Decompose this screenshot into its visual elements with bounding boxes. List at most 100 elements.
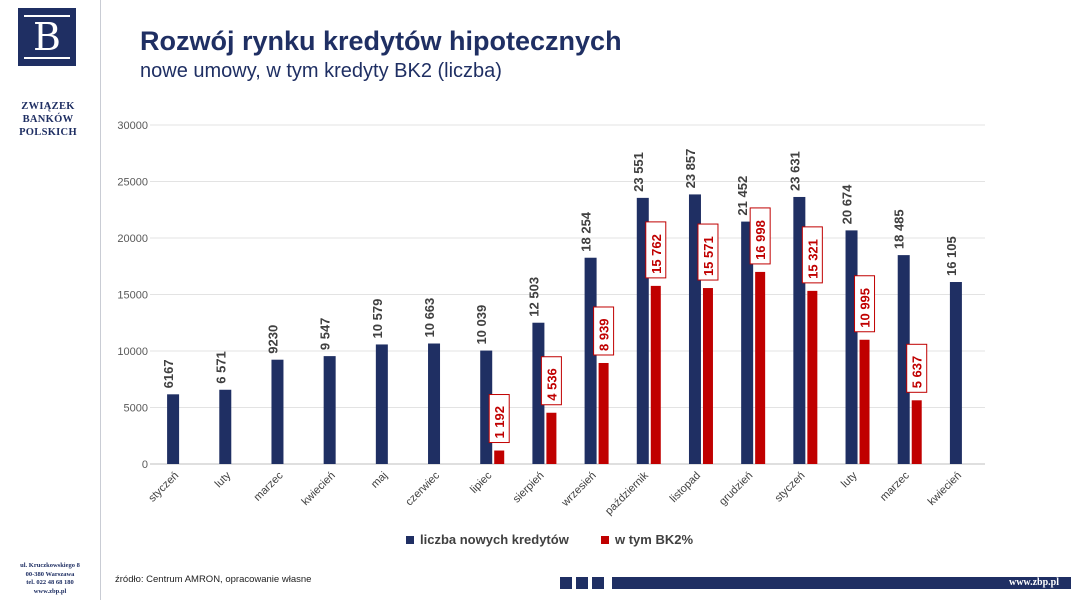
data-label-bk2: 10 995 <box>858 288 873 328</box>
source-note: źródło: Centrum AMRON, opracowanie własn… <box>115 574 312 585</box>
bk2-label-box <box>906 343 928 393</box>
y-tick-label: 5000 <box>124 403 148 415</box>
bk2-label-box <box>697 223 719 281</box>
x-tick-label: październik <box>603 469 651 517</box>
bar-bk2 <box>702 288 713 464</box>
y-tick-label: 20000 <box>117 233 148 245</box>
organization-name: ZWIĄZEK BANKÓW POLSKICH <box>8 100 88 139</box>
bar-new-loans <box>584 257 597 464</box>
data-label-bk2: 1 192 <box>492 406 507 439</box>
address-line: www.zbp.pl <box>33 587 67 595</box>
footer-square <box>560 577 572 589</box>
sidebar: B ZWIĄZEK BANKÓW POLSKICH ul. Kruczkowsk… <box>0 0 101 600</box>
x-tick-label: styczeń <box>146 470 181 505</box>
page-subtitle: nowe umowy, w tym kredyty BK2 (liczba) <box>140 60 502 82</box>
bar-new-loans <box>741 221 754 464</box>
y-tick-label: 30000 <box>117 120 148 132</box>
data-label-bk2: 8 939 <box>597 318 612 351</box>
bk2-label-box <box>593 306 615 356</box>
bk2-label-box <box>488 394 510 444</box>
bar-new-loans <box>323 356 336 464</box>
x-tick-label: luty <box>839 469 860 490</box>
x-tick-label: kwiecień <box>299 470 337 508</box>
y-tick-label: 25000 <box>117 177 148 189</box>
data-label-bk2: 15 321 <box>805 239 820 279</box>
data-label-new-loans: 18 485 <box>892 209 907 249</box>
data-label-new-loans: 10 579 <box>370 299 385 339</box>
bar-new-loans <box>428 343 441 464</box>
data-label-new-loans: 18 254 <box>579 211 594 252</box>
x-tick-label: styczeń <box>773 470 808 505</box>
bar-new-loans <box>271 359 284 464</box>
bar-new-loans <box>897 255 910 464</box>
x-tick-label: luty <box>213 469 234 490</box>
data-label-bk2: 16 998 <box>753 220 768 260</box>
bk2-label-box <box>749 207 771 265</box>
bk2-label-box <box>801 226 823 284</box>
bar-new-loans <box>167 394 180 464</box>
data-label-new-loans: 23 631 <box>787 151 802 191</box>
x-tick-label: marzec <box>252 469 286 503</box>
y-tick-label: 10000 <box>117 346 148 358</box>
bar-bk2 <box>755 271 766 464</box>
data-label-new-loans: 16 105 <box>944 236 959 276</box>
bar-bk2 <box>598 362 609 464</box>
org-name-line: BANKÓW <box>22 114 74 125</box>
bar-new-loans <box>845 230 858 464</box>
x-tick-label: listopad <box>668 470 703 505</box>
bar-bk2 <box>546 412 557 464</box>
bk2-label-box <box>854 275 876 333</box>
address-line: 00-380 Warszawa <box>25 570 75 578</box>
bar-bk2 <box>494 450 505 464</box>
data-label-bk2: 15 762 <box>649 234 664 274</box>
data-label-new-loans: 12 503 <box>526 277 541 317</box>
x-tick-label: czerwiec <box>403 469 442 508</box>
bar-bk2 <box>859 339 870 464</box>
data-label-new-loans: 10 663 <box>422 298 437 338</box>
data-label-bk2: 4 536 <box>544 368 559 401</box>
address-block: ul. Kruczkowskiego 8 00-380 Warszawa tel… <box>6 562 94 596</box>
y-tick-label: 0 <box>142 459 148 471</box>
data-label-new-loans: 10 039 <box>474 305 489 345</box>
legend-swatch-bk2 <box>601 536 609 544</box>
data-label-new-loans: 9 547 <box>318 318 333 351</box>
zbp-logo: B <box>18 8 76 66</box>
legend-label-new-loans: liczba nowych kredytów <box>420 532 570 547</box>
address-line: ul. Kruczkowskiego 8 <box>20 562 80 569</box>
mortgage-bar-chart: 0 5000 10000 15000 20000 25000 30000 6167 stycze… <box>117 120 985 547</box>
bk2-label-box <box>645 221 667 279</box>
x-tick-label: lipiec <box>468 469 495 496</box>
x-tick-label: kwiecień <box>926 470 964 508</box>
bar-new-loans <box>375 344 388 464</box>
x-tick-label: marzec <box>878 469 912 503</box>
bar-bk2 <box>807 290 818 464</box>
bar-bk2 <box>911 400 922 464</box>
page-title: Rozwój rynku kredytów hipotecznych <box>140 26 622 56</box>
legend-label-bk2: w tym BK2% <box>614 532 693 547</box>
data-label-new-loans: 6 571 <box>213 351 228 384</box>
website-link[interactable]: www.zbp.pl <box>1008 577 1059 588</box>
data-label-new-loans: 23 857 <box>683 149 698 189</box>
bar-new-loans <box>219 389 232 464</box>
legend-swatch-new-loans <box>406 536 414 544</box>
bar-bk2 <box>650 285 661 464</box>
data-label-new-loans: 23 551 <box>631 152 646 192</box>
logo-letter: B <box>33 15 61 59</box>
y-tick-label: 15000 <box>117 290 148 302</box>
bk2-label-box <box>540 356 562 406</box>
x-tick-label: maj <box>369 470 390 491</box>
footer-square <box>592 577 604 589</box>
footer-bar <box>612 577 1071 589</box>
address-line: tel. 022 48 68 180 <box>26 579 74 586</box>
data-label-bk2: 15 571 <box>701 236 716 276</box>
footer-decoration <box>560 577 604 589</box>
data-label-bk2: 5 637 <box>910 356 925 389</box>
data-label-new-loans: 9230 <box>265 325 280 354</box>
org-name-line: ZWIĄZEK <box>21 101 75 112</box>
x-tick-label: grudzień <box>717 470 755 508</box>
org-name-line: POLSKICH <box>19 127 77 138</box>
x-tick-label: sierpień <box>511 470 547 506</box>
data-label-new-loans: 21 452 <box>735 176 750 216</box>
data-label-new-loans: 20 674 <box>840 184 855 225</box>
data-label-new-loans: 6167 <box>161 359 176 388</box>
